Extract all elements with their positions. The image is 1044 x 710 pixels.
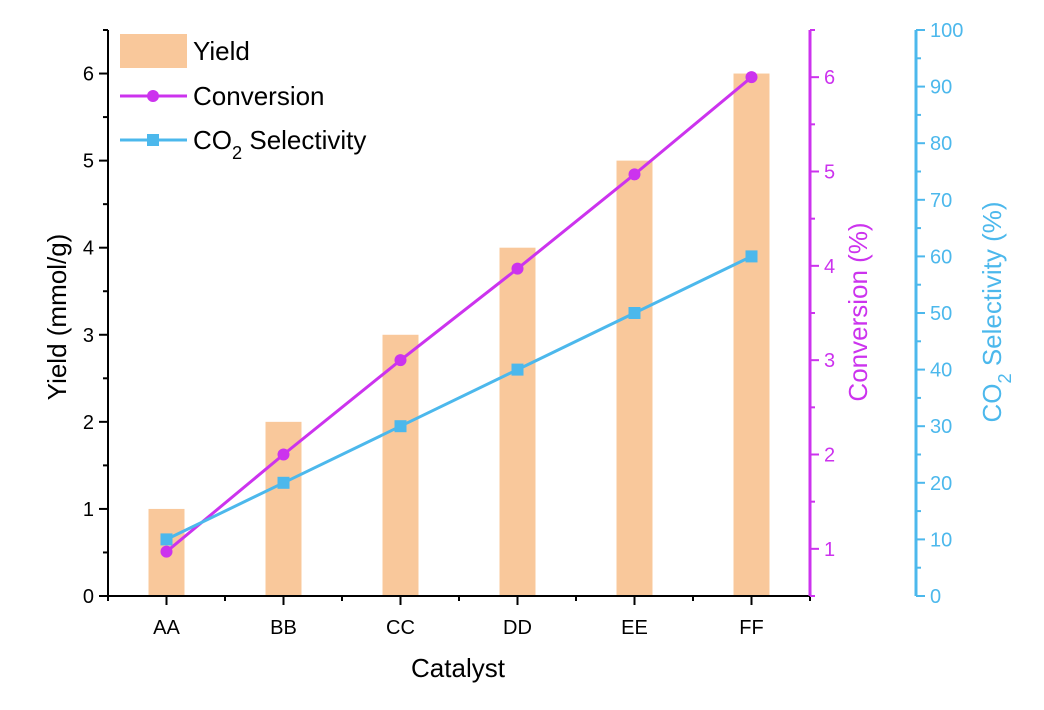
y-left-tick-label: 5 [83, 151, 94, 173]
y-right2-tick-label: 80 [930, 133, 952, 155]
legend-label-yield: Yield [193, 36, 250, 66]
conversion-point-ff [745, 71, 758, 84]
y-right2-tick-label: 10 [930, 529, 952, 551]
yield-bar-ff [733, 73, 770, 597]
yield-bars [148, 73, 770, 597]
yield-bar-bb [265, 421, 302, 596]
y-right1-tick-label: 2 [824, 445, 835, 467]
y-right1-tick-label: 4 [824, 256, 835, 278]
y-right2-tick-label: 40 [930, 360, 952, 382]
y-right1-tick-label: 3 [824, 350, 835, 372]
y-right2-tick-label: 0 [930, 586, 941, 608]
axis-titles: Catalyst Yield (mmol/g) Conversion (%) C… [42, 201, 1015, 683]
y-left-tick-label: 2 [83, 412, 94, 434]
y-left-tick-label: 4 [83, 238, 94, 260]
y-right1-tick-label: 1 [824, 539, 835, 561]
x-tick-label: DD [503, 617, 532, 639]
co2-selectivity-point-aa [160, 533, 173, 546]
y-right2-tick-label: 90 [930, 77, 952, 99]
y-right2-tick-label: 60 [930, 246, 952, 268]
y-right1-tick-label: 6 [824, 67, 835, 89]
series-lines [160, 71, 758, 558]
conversion-point-cc [394, 354, 407, 367]
legend-label-co2-selectivity: CO2 Selectivity [193, 125, 366, 163]
co2-selectivity-point-ff [745, 250, 758, 263]
y-right2-tick-label: 70 [930, 190, 952, 212]
legend: Yield Conversion CO2 Selectivity [120, 34, 366, 163]
legend-marker-co2-selectivity [147, 134, 159, 146]
x-tick-label: BB [270, 617, 297, 639]
y-right2-tick-label: 50 [930, 303, 952, 325]
x-tick-label: AA [153, 617, 180, 639]
y-left-tick-label: 3 [83, 325, 94, 347]
conversion-point-dd [511, 262, 524, 275]
y-right2-tick-label: 20 [930, 473, 952, 495]
co2-selectivity-point-dd [511, 363, 524, 376]
y-left-axis-title: Yield (mmol/g) [42, 234, 72, 401]
y-right1-axis-title: Conversion (%) [843, 222, 873, 401]
x-tick-label: EE [621, 617, 648, 639]
legend-swatch-yield [120, 34, 187, 68]
x-tick-label: CC [386, 617, 415, 639]
y-left-tick-label: 6 [83, 64, 94, 86]
y-right2-axis-title: CO2 Selectivity (%) [977, 201, 1015, 422]
legend-marker-conversion [147, 90, 159, 102]
y-right1-tick-label: 5 [824, 162, 835, 184]
co2-selectivity-point-ee [628, 307, 641, 319]
y-left-tick-label: 0 [83, 586, 94, 608]
yield-bar-ee [616, 160, 653, 596]
co2-selectivity-point-bb [277, 476, 290, 489]
x-axis-title: Catalyst [411, 653, 506, 683]
x-tick-label: FF [739, 617, 763, 639]
yield-bar-dd [499, 247, 536, 596]
conversion-point-aa [160, 545, 173, 558]
co2-selectivity-point-cc [394, 420, 407, 433]
yield-bar-cc [382, 334, 419, 596]
conversion-line [165, 76, 753, 553]
conversion-point-ee [628, 168, 641, 181]
co2-selectivity-line [165, 255, 753, 541]
y-right2-tick-label: 30 [930, 416, 952, 438]
y-right2-tick-label: 100 [930, 20, 963, 42]
y-left-tick-label: 1 [83, 499, 94, 521]
legend-label-conversion: Conversion [193, 81, 325, 111]
conversion-point-bb [277, 448, 290, 461]
